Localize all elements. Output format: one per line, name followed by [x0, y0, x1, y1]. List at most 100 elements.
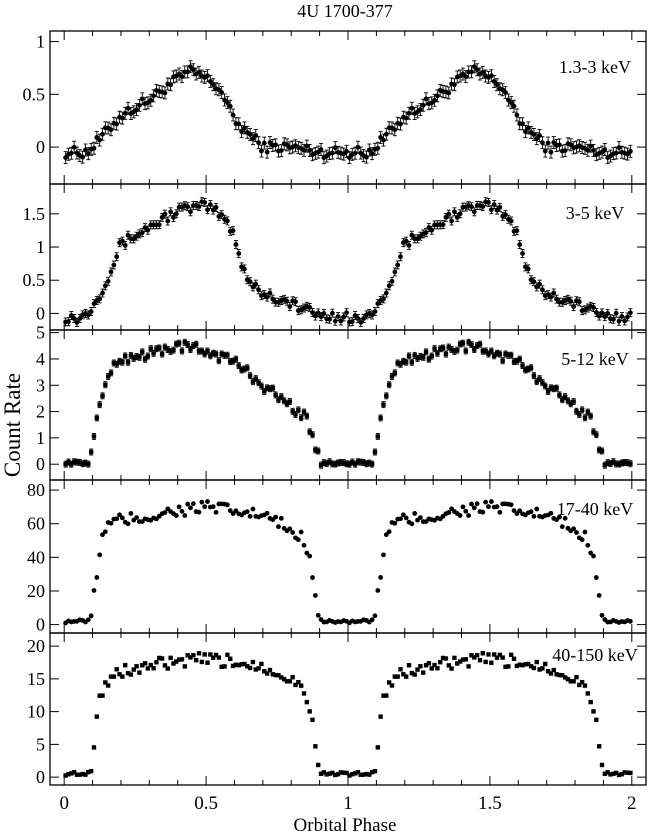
data-point	[401, 672, 406, 677]
data-point	[125, 105, 131, 111]
data-point	[228, 656, 233, 661]
data-point	[423, 663, 429, 668]
data-point	[551, 386, 556, 391]
data-point	[469, 204, 474, 210]
data-point	[88, 449, 94, 455]
data-point	[174, 341, 179, 347]
data-point	[298, 415, 304, 420]
data-point	[599, 310, 605, 316]
data-point	[111, 360, 117, 366]
data-point	[438, 346, 443, 351]
data-point	[383, 290, 389, 296]
data-point	[398, 254, 403, 260]
data-point	[372, 769, 378, 774]
data-point	[71, 144, 77, 150]
data-point	[301, 409, 307, 415]
data-point	[488, 499, 494, 504]
data-point	[350, 772, 355, 777]
data-point	[301, 147, 307, 153]
data-point	[80, 461, 85, 466]
data-point	[540, 380, 545, 385]
data-point	[199, 659, 205, 665]
data-point	[327, 771, 332, 776]
data-point	[457, 513, 463, 518]
data-point	[582, 529, 588, 535]
data-point	[225, 652, 230, 658]
data-point	[381, 402, 386, 407]
data-point	[222, 353, 227, 358]
y-tick-label: 0.5	[23, 84, 46, 104]
data-point	[611, 771, 616, 776]
data-point	[284, 401, 290, 406]
data-point	[253, 667, 258, 672]
data-point	[466, 340, 471, 345]
data-point	[488, 207, 494, 213]
data-point	[395, 262, 401, 268]
data-point	[247, 132, 253, 137]
data-point	[522, 129, 528, 134]
data-point	[545, 669, 551, 674]
data-point	[318, 147, 324, 152]
data-point	[577, 682, 582, 688]
data-point	[310, 310, 315, 315]
data-point	[148, 662, 153, 668]
data-point	[287, 304, 293, 310]
data-point	[100, 131, 105, 137]
y-tick-label: 0	[36, 767, 45, 787]
data-point	[477, 342, 483, 347]
data-point	[469, 501, 474, 507]
data-point	[77, 460, 82, 465]
data-point	[199, 348, 205, 354]
data-point	[571, 679, 576, 684]
data-point	[188, 505, 193, 511]
data-point	[508, 100, 514, 106]
data-point	[142, 357, 148, 362]
data-point	[548, 671, 554, 676]
data-point	[426, 661, 432, 666]
data-point	[625, 460, 630, 465]
data-point	[540, 287, 545, 293]
data-point	[457, 211, 463, 217]
data-point	[315, 612, 321, 618]
panel-energy-label: 17-40 keV	[557, 499, 633, 519]
y-tick-label: 0.5	[23, 270, 46, 290]
data-point	[562, 675, 568, 680]
data-point	[205, 73, 210, 79]
data-point	[347, 773, 352, 778]
data-point	[213, 204, 219, 210]
data-point	[429, 353, 434, 359]
data-point	[392, 127, 398, 133]
data-point	[327, 459, 332, 464]
data-point	[329, 310, 335, 316]
data-point	[375, 588, 381, 593]
data-point	[491, 353, 497, 358]
data-point	[122, 110, 128, 116]
data-point	[531, 373, 537, 378]
data-point	[443, 656, 449, 661]
data-point	[185, 69, 191, 75]
data-point	[188, 64, 193, 70]
data-point	[145, 353, 151, 359]
data-point	[224, 100, 230, 106]
data-point	[421, 670, 426, 675]
data-point	[318, 771, 324, 776]
data-point	[446, 344, 451, 350]
data-point	[557, 392, 562, 398]
data-point	[205, 499, 210, 504]
data-point	[372, 309, 378, 314]
data-point	[250, 379, 256, 384]
data-point	[259, 148, 264, 154]
data-point	[369, 151, 375, 157]
data-point	[270, 385, 275, 391]
data-point	[171, 661, 176, 666]
data-point	[199, 499, 205, 505]
data-point	[276, 524, 281, 530]
data-point	[627, 148, 633, 154]
data-point	[403, 674, 409, 679]
data-point	[97, 137, 103, 143]
data-point	[120, 359, 125, 365]
data-point	[591, 305, 596, 310]
data-point	[616, 318, 622, 324]
data-point	[613, 150, 619, 156]
data-point	[605, 770, 610, 775]
